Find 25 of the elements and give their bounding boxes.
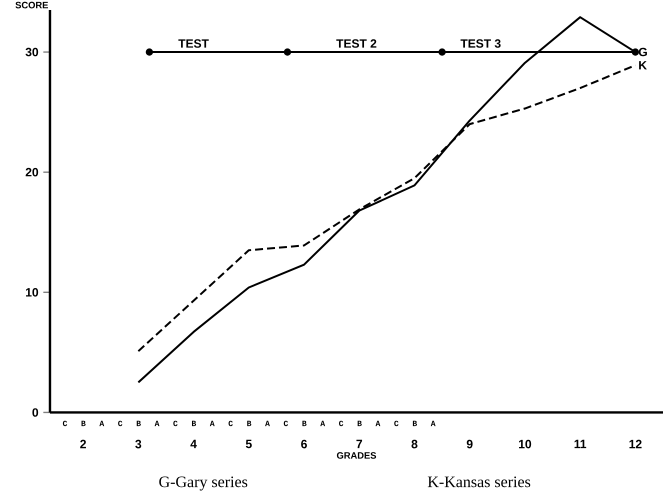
text: K-Kansas series: [428, 476, 530, 488]
x-tick-label: 5: [246, 440, 252, 448]
x-tick-label: 7: [356, 440, 362, 448]
series-label: K: [639, 61, 647, 70]
y-axis-title: SCORE: [15, 2, 48, 8]
text: G-Gary series: [159, 476, 248, 490]
y-tick-label: 0: [32, 408, 38, 417]
series-label: G: [638, 48, 647, 56]
x-tick-label: 11: [574, 440, 586, 448]
x-tick-label: 2: [80, 440, 86, 448]
y-tick-label: 30: [26, 48, 38, 56]
x-tick-label: 12: [629, 440, 642, 448]
annotation: TEST 2: [336, 39, 376, 48]
x-tick-label: 6: [301, 440, 307, 448]
y-tick-label: 10: [26, 288, 38, 297]
x-tick-label: 3: [135, 440, 142, 448]
x-tick-label: 8: [412, 440, 418, 448]
x-tick-label: 4: [190, 440, 197, 448]
x-tick-label: 10: [519, 440, 532, 448]
annotation: TEST 3: [460, 39, 501, 48]
y-tick-label: 20: [26, 168, 38, 176]
annotation: TEST: [178, 39, 209, 48]
text: C B A C B A C B A C B A C B A C B A C B A: [62, 420, 436, 426]
x-axis-title: GRADES: [336, 452, 376, 459]
x-tick-label: 9: [466, 440, 473, 448]
